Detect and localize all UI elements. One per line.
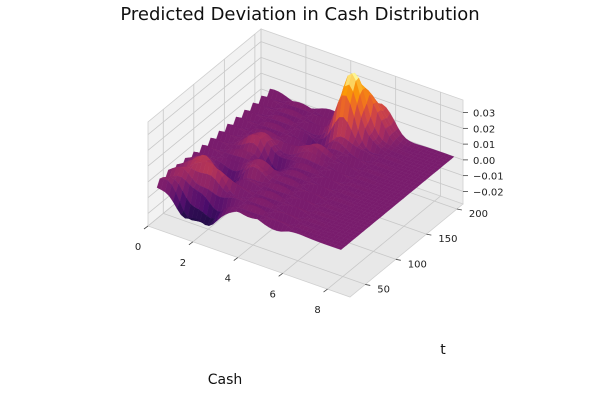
grid-line-z <box>147 41 262 135</box>
grid-line-x <box>327 195 441 290</box>
axes: 0 2 4 6 8 50 100 150 200 −0.02 −0.01 0.00 0.01 0.02 0.… <box>135 109 504 317</box>
grid-line-z <box>147 88 262 183</box>
t-tick <box>395 258 401 261</box>
grid-line-z <box>147 57 262 151</box>
z-tick-label: −0.02 <box>473 187 504 198</box>
grid-line-z <box>147 72 262 167</box>
y-axis-label: t <box>440 342 446 358</box>
grid-line-t <box>163 213 366 285</box>
z-tick-label: −0.01 <box>473 172 504 183</box>
z-tick-label: 0.03 <box>473 109 495 120</box>
t-tick-label: 50 <box>377 284 390 295</box>
t-tick <box>365 284 371 286</box>
x-tick-label: 2 <box>180 258 186 269</box>
x-tick-label: 4 <box>225 274 231 285</box>
x-tick <box>143 225 149 230</box>
t-tick-label: 200 <box>469 209 488 220</box>
t-tick-label: 100 <box>408 259 427 270</box>
chart-title: Predicted Deviation in Cash Distribution <box>120 4 479 25</box>
z-tick-label: 0.02 <box>473 124 495 135</box>
t-tick-label: 150 <box>438 234 457 245</box>
grid-line-z <box>260 41 464 113</box>
x-tick <box>188 241 194 246</box>
x-tick-label: 8 <box>314 305 320 316</box>
x-tick-label: 0 <box>135 242 141 253</box>
surface <box>156 72 455 250</box>
t-tick <box>456 208 462 211</box>
x-axis-label: Cash <box>208 372 243 388</box>
surface-patch <box>336 245 345 250</box>
x-tick <box>233 257 239 261</box>
z-tick-label: 0.00 <box>473 156 495 167</box>
x-tick <box>323 288 328 293</box>
x-tick-label: 6 <box>269 289 275 300</box>
x-tick <box>278 273 283 277</box>
z-tick-label: 0.01 <box>473 140 495 151</box>
t-tick <box>426 233 432 236</box>
